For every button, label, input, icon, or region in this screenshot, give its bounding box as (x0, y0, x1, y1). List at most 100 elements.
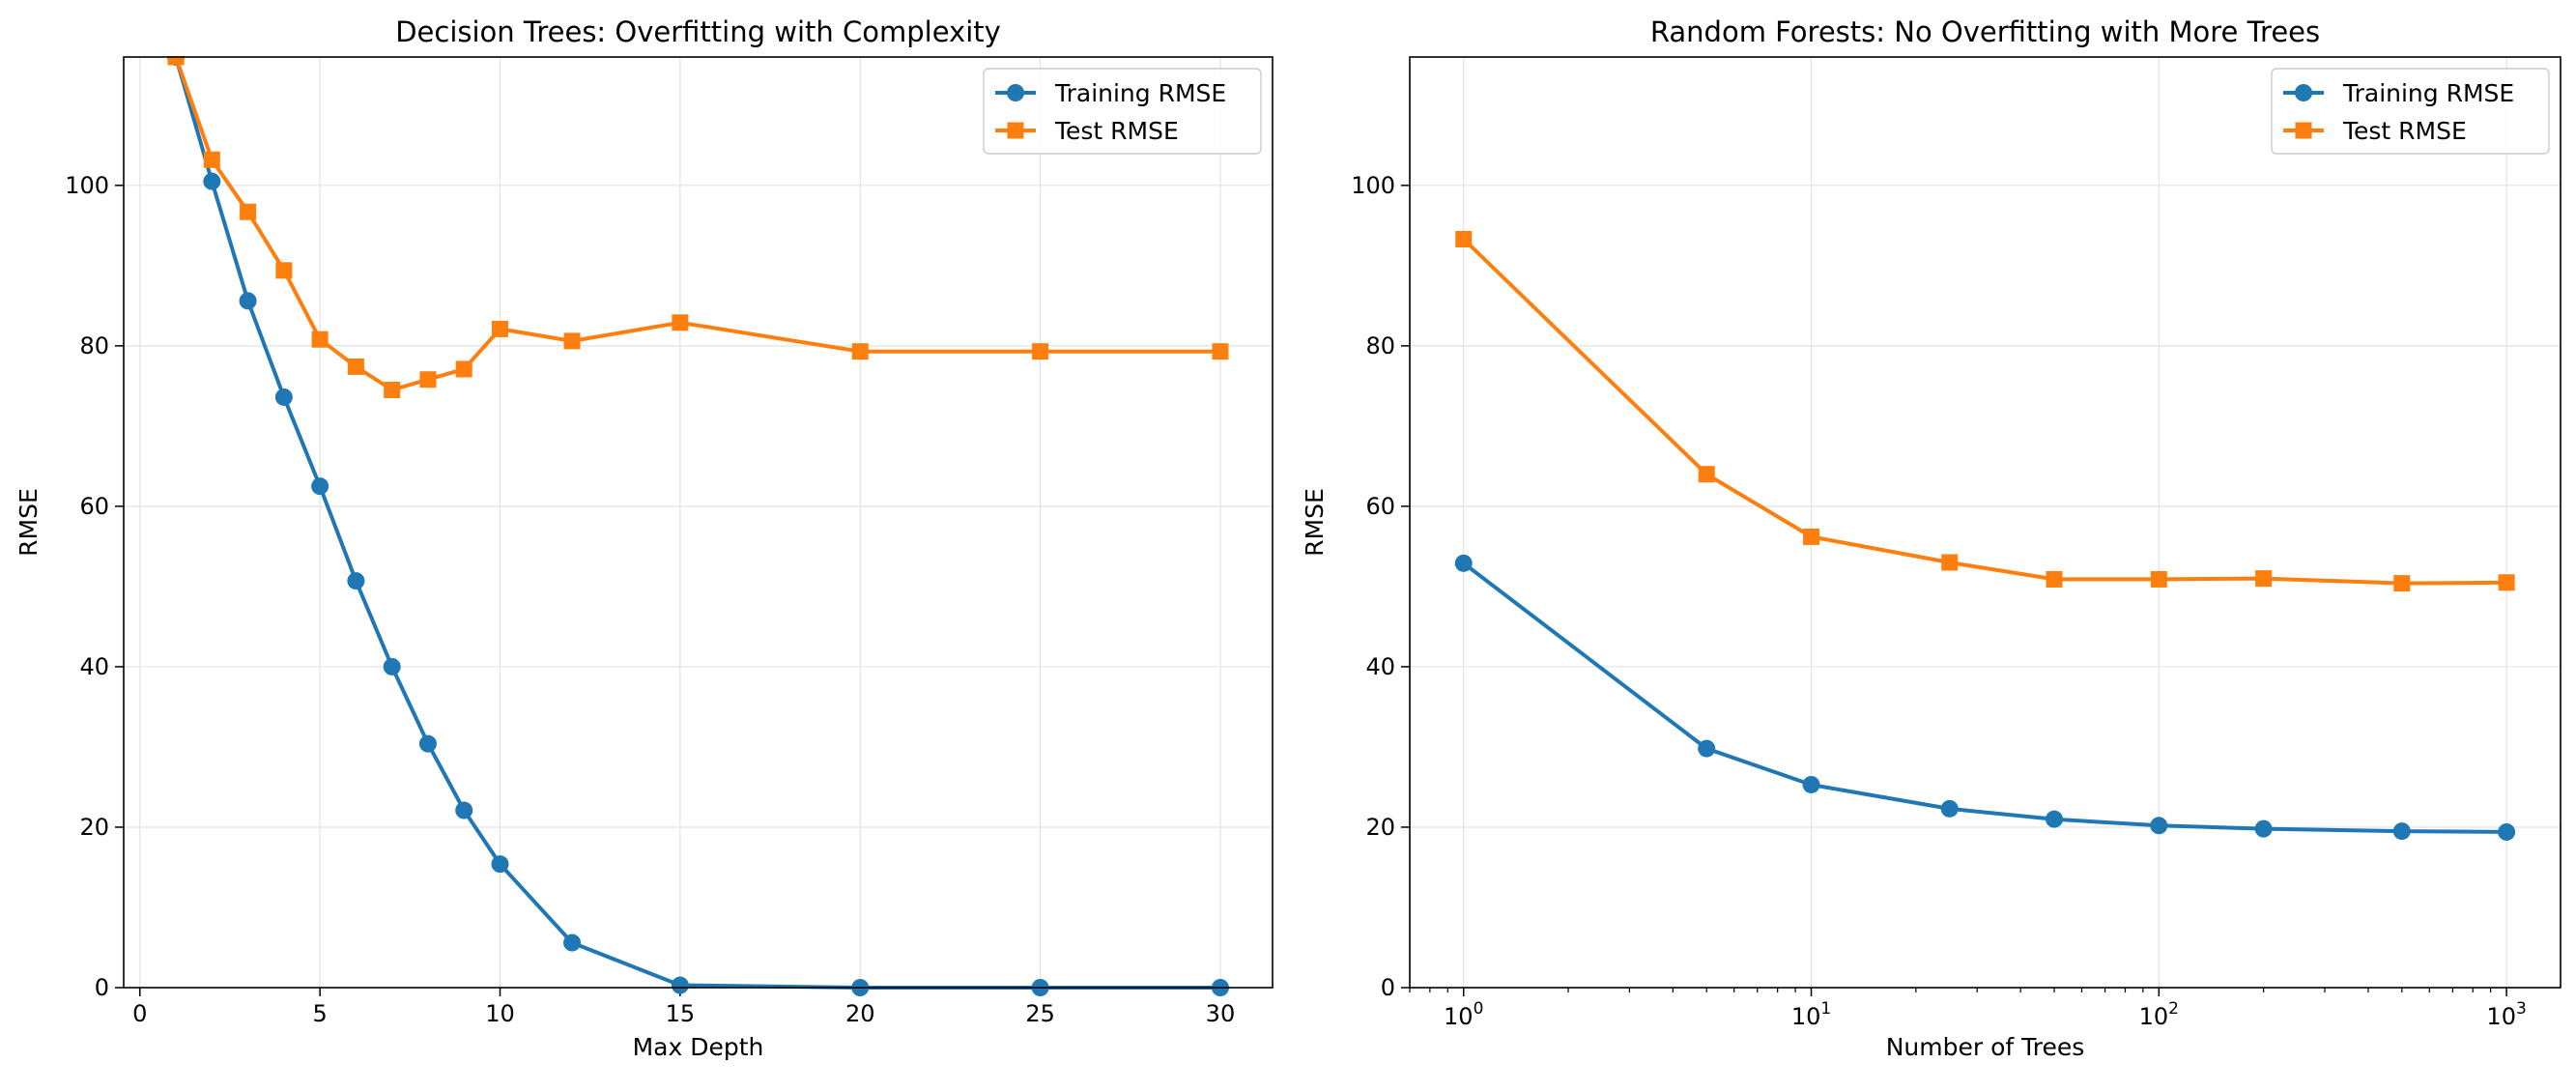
y-tick-label: 40 (1365, 653, 1395, 680)
legend-label: Test RMSE (1054, 117, 1179, 145)
training-point (383, 657, 401, 675)
legend: Training RMSE Test RMSE (983, 68, 1262, 155)
x-tick-label: 30 (1206, 1000, 1236, 1027)
axes-frame (1409, 56, 2562, 989)
test-point (1941, 554, 1959, 571)
training-point (671, 976, 689, 994)
training-point (239, 292, 257, 310)
training-point (418, 734, 437, 753)
test-point (419, 371, 437, 388)
training-point (1940, 799, 1959, 818)
chart-title: Random Forests: No Overfitting with More… (1650, 15, 2320, 48)
test-point (492, 320, 508, 337)
test-point (275, 262, 293, 279)
legend-label: Test RMSE (2342, 117, 2467, 145)
test-point (2498, 574, 2515, 591)
tick-exponent: 2 (2168, 999, 2179, 1019)
x-axis-label: Max Depth (633, 1033, 764, 1061)
test-point (1698, 466, 1715, 483)
legend-box (2271, 68, 2550, 155)
test-point (851, 343, 869, 360)
training-point (2498, 822, 2516, 841)
legend-label: Training RMSE (2342, 79, 2514, 107)
y-tick-label: 0 (95, 974, 109, 1001)
training-point (1698, 739, 1716, 758)
training-point (1802, 775, 1820, 793)
test-point (2150, 570, 2167, 588)
test-point (1032, 343, 1049, 360)
training-point (455, 801, 473, 819)
y-tick-label: 60 (1365, 493, 1395, 520)
plot-data (167, 56, 1229, 996)
training-point (2254, 819, 2273, 838)
tick-base: 10 (2139, 1003, 2169, 1030)
tick-exponent: 0 (1474, 999, 1484, 1019)
test-point (240, 203, 257, 220)
plot-data (1454, 230, 2516, 841)
x-tick-label: 5 (312, 1000, 327, 1027)
training-point (2046, 810, 2064, 828)
test-point (1212, 343, 1229, 360)
legend-marker-circle (2295, 84, 2312, 101)
tick-base: 10 (1444, 1003, 1474, 1030)
training-point (2392, 822, 2411, 841)
test-point (347, 358, 364, 375)
legend-box (983, 68, 1262, 155)
x-tick-label: 15 (666, 1000, 696, 1027)
test-point (384, 382, 401, 399)
tick-exponent: 1 (1820, 999, 1831, 1019)
chart-title: Decision Trees: Overfitting with Complex… (395, 15, 1001, 48)
y-tick-label: 80 (1365, 332, 1395, 359)
x-tick-label: 10 (485, 1000, 515, 1027)
series-line-test (1462, 237, 2507, 586)
test-point (563, 332, 581, 350)
test-point (1455, 230, 1473, 247)
y-tick-label: 40 (79, 653, 109, 680)
series-line-training (1462, 561, 2507, 834)
y-tick-label: 0 (1381, 974, 1395, 1001)
x-tick-label: 102 (2139, 999, 2179, 1030)
tick-base: 10 (2486, 1003, 2516, 1030)
x-tick-label: 20 (845, 1000, 875, 1027)
test-point (672, 314, 689, 331)
x-tick-label: 25 (1025, 1000, 1055, 1027)
legend: Training RMSE Test RMSE (2271, 68, 2550, 155)
legend-marker-square (2295, 122, 2312, 139)
y-tick-label: 100 (1351, 172, 1395, 199)
legend-marker-circle (1007, 84, 1024, 101)
test-point (203, 151, 220, 168)
training-point (491, 855, 509, 874)
test-point (2255, 570, 2273, 588)
tick-base: 10 (1791, 1003, 1821, 1030)
test-point (1803, 528, 1820, 545)
y-tick-label: 20 (1365, 814, 1395, 841)
tick-exponent: 3 (2516, 999, 2527, 1019)
training-point (347, 572, 365, 590)
test-point (2046, 570, 2063, 588)
test-point (311, 330, 329, 348)
training-point (2150, 817, 2168, 835)
y-tick-label: 20 (79, 814, 109, 841)
legend-label: Training RMSE (1054, 79, 1226, 107)
x-axis-label: Number of Trees (1886, 1033, 2085, 1061)
test-point (2393, 575, 2411, 592)
y-tick-label: 100 (65, 172, 109, 199)
x-tick-label: 100 (1444, 999, 1483, 1030)
x-tick-label: 103 (2486, 999, 2526, 1030)
y-axis-label: RMSE (14, 488, 43, 557)
test-point (455, 360, 472, 378)
training-point (274, 388, 293, 406)
decision-trees-panel: 0 5 10 15 20 25 30 0 20 40 60 80 100 Decision Trees: … (14, 15, 1274, 1061)
y-axis-label: RMSE (1301, 488, 1329, 557)
axes-frame (123, 56, 1274, 989)
x-tick-label: 101 (1791, 999, 1831, 1030)
training-point (311, 477, 329, 496)
training-point (1454, 554, 1473, 572)
x-tick-label: 0 (132, 1000, 147, 1027)
training-point (203, 172, 221, 190)
y-tick-label: 60 (79, 493, 109, 520)
legend-marker-square (1007, 122, 1024, 139)
